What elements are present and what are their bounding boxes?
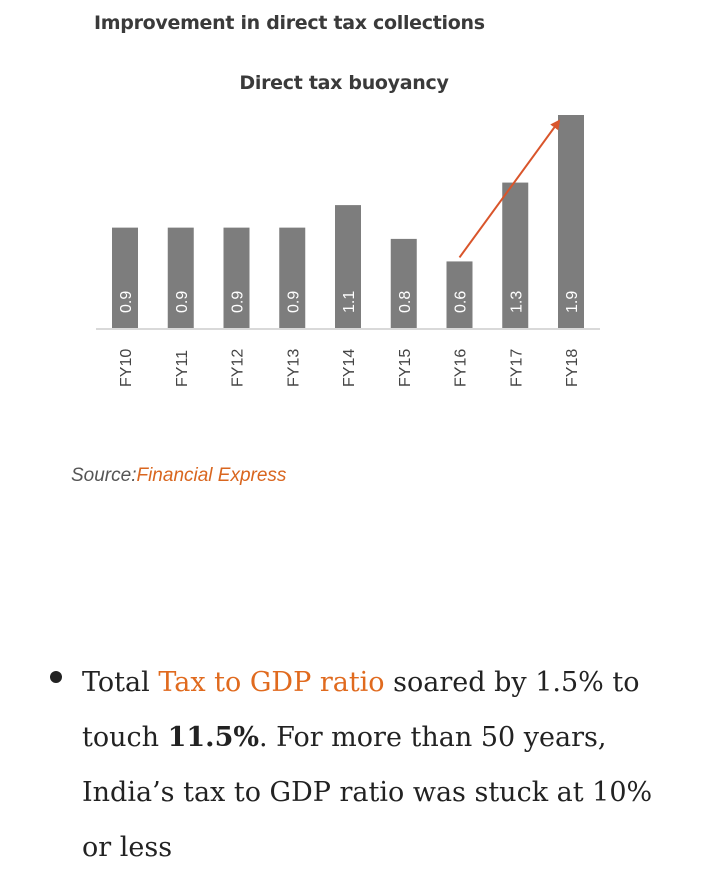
bar-fy12: [223, 227, 250, 329]
bar-value-label: 0.9: [285, 291, 302, 313]
chart-subtitle: Direct tax buoyancy: [239, 72, 449, 94]
bar-fy13: [279, 227, 306, 329]
bar-fy18: [558, 115, 584, 329]
bar-fy15: [390, 238, 417, 329]
bullet-text: Total Tax to GDP ratio soared by 1.5% to…: [82, 655, 670, 875]
x-tick-label: FY15: [397, 349, 414, 387]
source-credit: Source:Financial Express: [71, 465, 286, 487]
source-prefix: Source:: [71, 465, 137, 486]
bar-value-label: 1.3: [508, 291, 525, 313]
ratio-value: 11.5%: [167, 722, 260, 753]
bar-value-label: 0.6: [453, 291, 470, 313]
x-tick-label: FY13: [285, 349, 302, 387]
chart-title: Improvement in direct tax collections: [94, 12, 485, 34]
bar-value-label: 0.9: [118, 291, 135, 313]
bar-fy14: [335, 205, 361, 329]
tax-gdp-ratio-link[interactable]: Tax to GDP ratio: [158, 667, 385, 698]
bar-value-label: 1.1: [341, 291, 358, 313]
bar-chart: 0.9 0.9 0.9 0.9 1.1 0.8 0.6 1.3 1.9 FY10 FY11 FY12…: [96, 115, 600, 387]
bar-value-label: 0.9: [174, 291, 191, 313]
bar-fy10: [112, 227, 138, 329]
x-tick-label: FY17: [508, 349, 525, 387]
source-link[interactable]: Financial Express: [136, 465, 287, 486]
bullet-text-end: . For more than 50 years, India’s tax to…: [82, 722, 653, 863]
trend-arrow: [458, 119, 561, 259]
x-tick-label: FY18: [564, 349, 581, 387]
bullet-dot: [50, 671, 62, 683]
bullet-text-mid: soared by 1.5% to touch: [82, 667, 640, 753]
bar-fy17: [502, 182, 529, 329]
x-tick-label: FY12: [230, 349, 247, 387]
bullet-point: Total Tax to GDP ratio soared by 1.5% to…: [50, 655, 670, 875]
x-tick-label: FY16: [453, 349, 470, 387]
bar-fy16: [446, 261, 473, 329]
x-tick-label: FY14: [341, 349, 358, 387]
x-tick-label: FY10: [118, 349, 135, 387]
x-tick-label: FY11: [174, 350, 191, 387]
bar-fy11: [167, 227, 194, 329]
bar-value-label: 1.9: [564, 291, 581, 313]
bar-value-label: 0.8: [397, 291, 414, 313]
bullet-text-start: Total: [82, 667, 159, 698]
bar-value-label: 0.9: [230, 291, 247, 313]
